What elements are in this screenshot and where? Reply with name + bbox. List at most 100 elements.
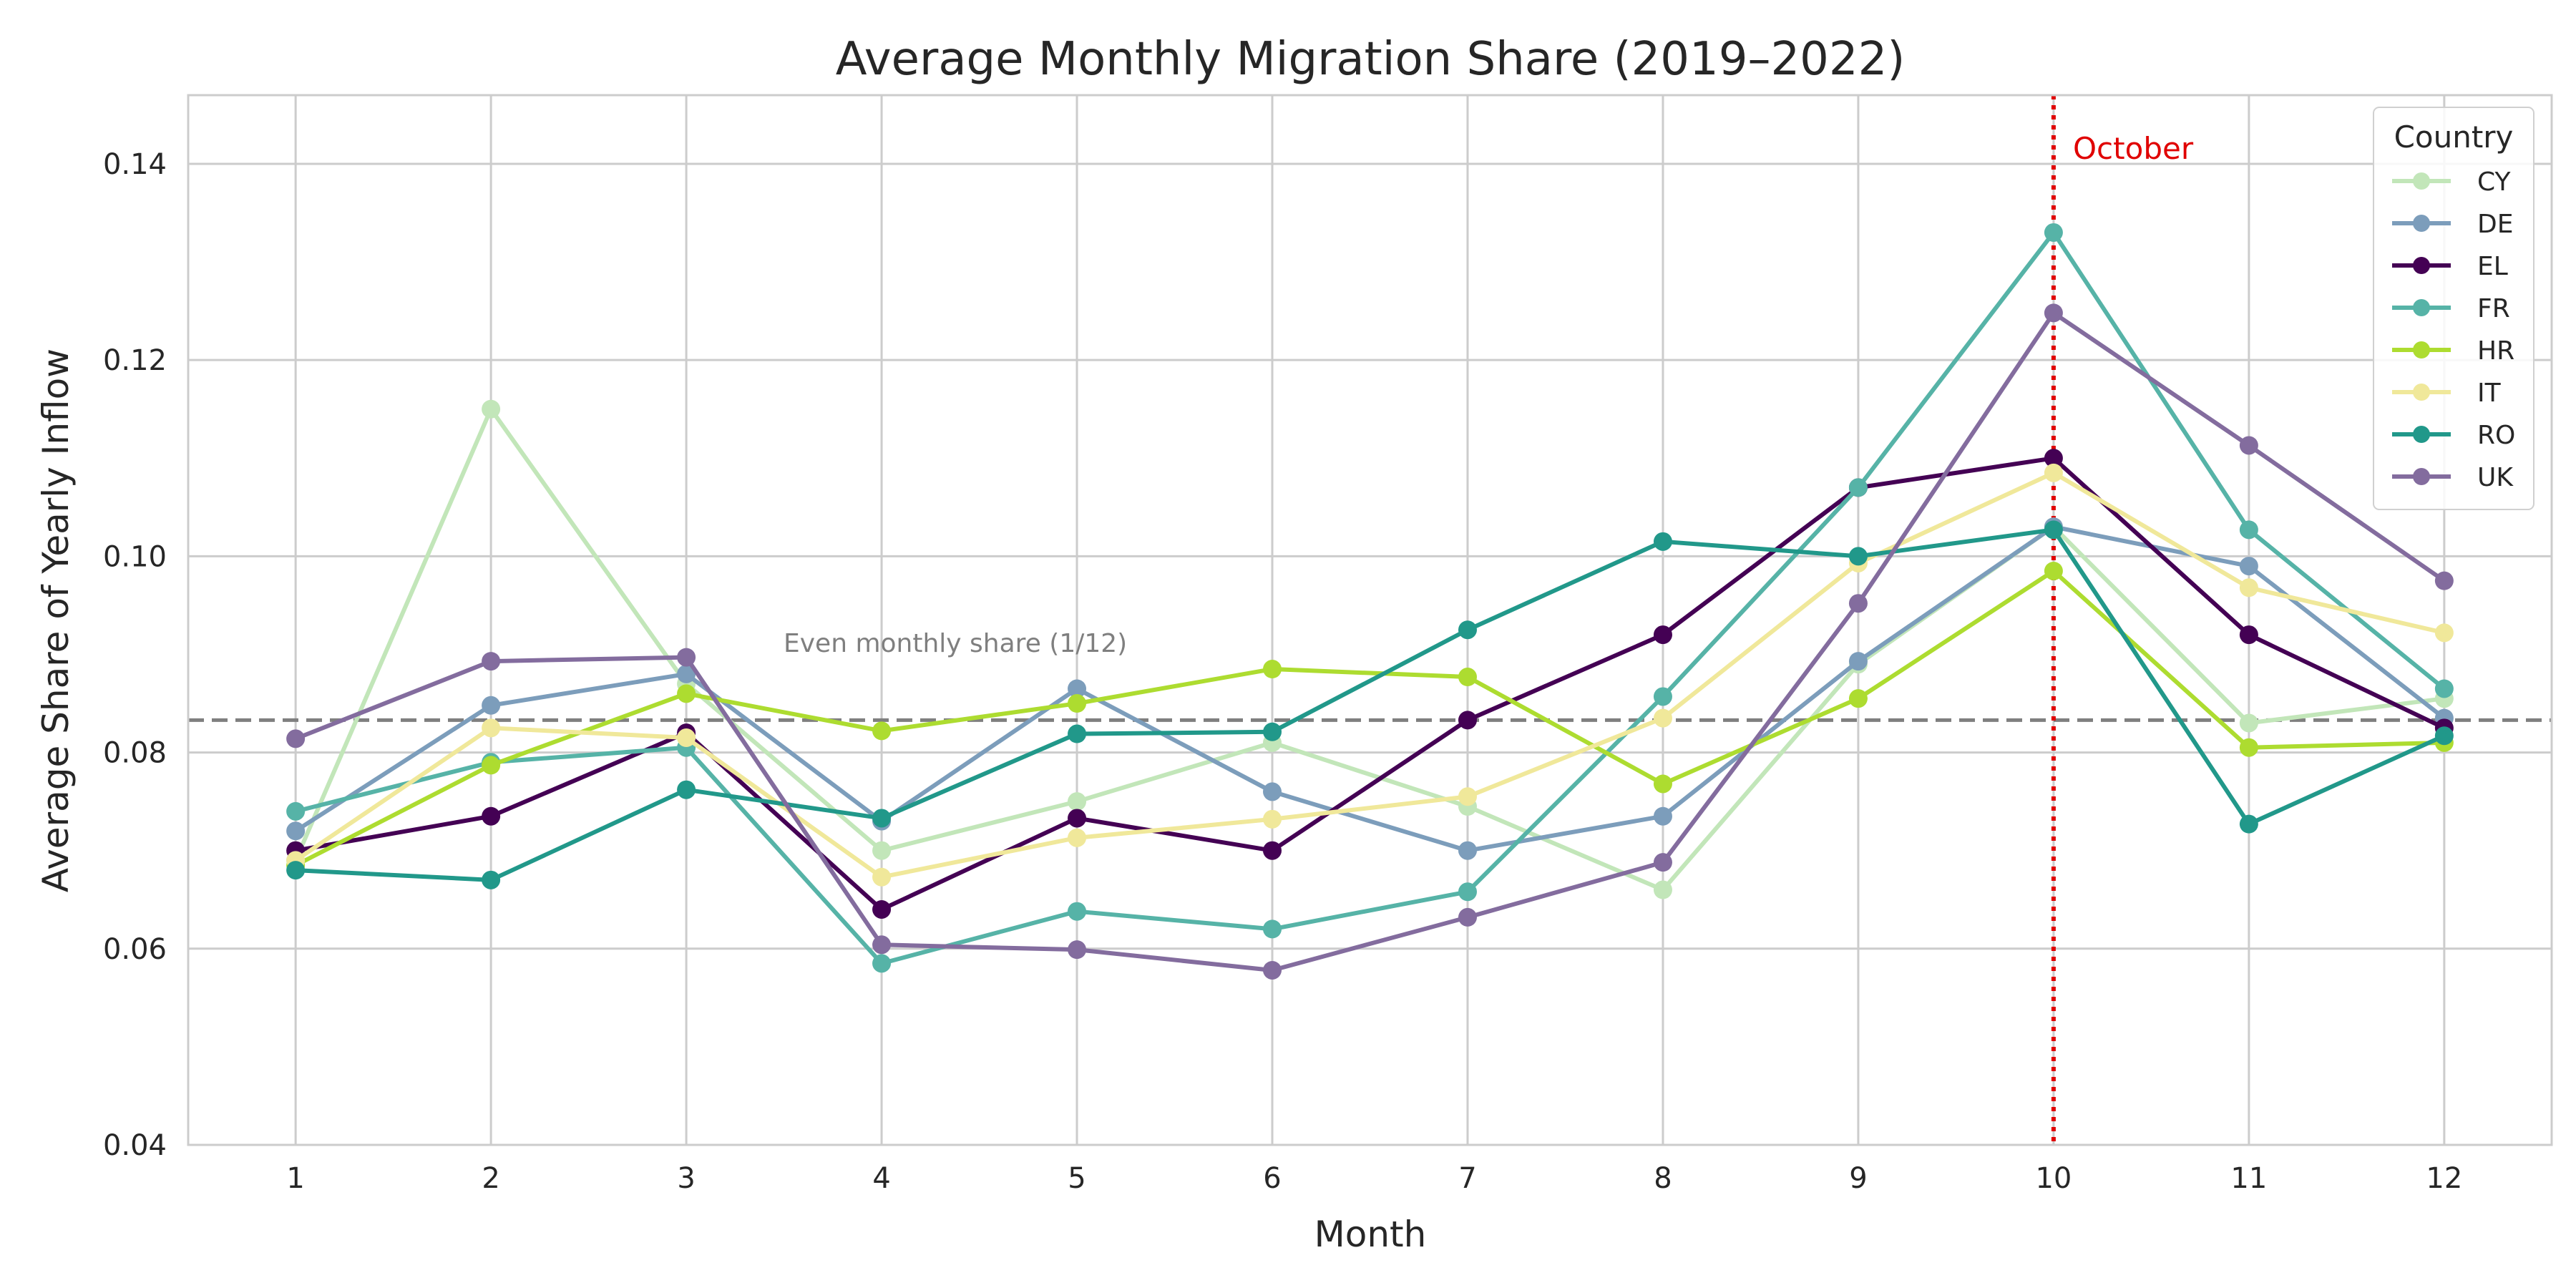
data-point (2239, 520, 2258, 540)
data-point (286, 821, 306, 841)
legend-item-hr: HR (2392, 336, 2514, 366)
legend-label: IT (2477, 379, 2502, 408)
y-tick-label: 0.14 (103, 148, 167, 181)
data-point (1458, 620, 1477, 640)
data-point (2434, 679, 2454, 698)
data-point (2434, 571, 2454, 590)
reference-lines (188, 95, 2552, 1145)
data-point (1458, 787, 1477, 806)
legend-label: CY (2477, 167, 2512, 197)
data-point (1458, 711, 1477, 730)
data-point (1848, 652, 1868, 671)
data-point (1068, 828, 1087, 847)
data-point (872, 867, 892, 887)
data-point (2044, 449, 2063, 468)
data-point (872, 935, 892, 955)
x-tick-label: 6 (1263, 1162, 1281, 1195)
legend-item-el: EL (2392, 252, 2508, 281)
tick-labels: 1 2 3 4 5 6 7 8 9 10 11 120.040.060.080.100.120.14 (103, 148, 2462, 1195)
series-line (294, 568, 2444, 867)
data-point (2044, 561, 2063, 580)
data-point (286, 801, 306, 821)
y-tick-label: 0.08 (103, 737, 167, 770)
data-point (1263, 660, 1282, 679)
data-point (1068, 694, 1087, 713)
data-point (677, 684, 696, 703)
x-axis-label: Month (1314, 1214, 1427, 1255)
data-point (1458, 668, 1477, 687)
series-it (286, 463, 2454, 887)
legend-swatch-marker (2413, 299, 2430, 316)
data-point (1653, 532, 1672, 551)
series-line (295, 230, 2446, 966)
data-point (1848, 594, 1868, 613)
legend-swatch-marker (2413, 468, 2430, 485)
data-point (1653, 880, 1672, 899)
legend-swatch-marker (2413, 426, 2430, 443)
data-point (482, 652, 501, 671)
data-point (1068, 902, 1087, 921)
data-point (872, 899, 892, 919)
data-point (1653, 806, 1672, 826)
legend-label: DE (2477, 210, 2513, 239)
data-point (482, 756, 501, 775)
data-point (1263, 782, 1282, 801)
legend-item-ro: RO (2392, 421, 2515, 450)
legend-swatch-marker (2413, 341, 2430, 358)
data-point (677, 648, 696, 667)
legend-box (2373, 107, 2534, 510)
legend-label: HR (2477, 336, 2514, 366)
x-tick-label: 9 (1849, 1162, 1867, 1195)
data-point (2044, 303, 2063, 323)
x-tick-label: 2 (482, 1162, 499, 1195)
legend-swatch-marker (2413, 215, 2430, 232)
data-point (1848, 478, 1868, 497)
series-ro (286, 520, 2454, 889)
series-line (294, 525, 2446, 853)
data-point (482, 696, 501, 715)
data-point (2239, 814, 2258, 834)
data-point (677, 664, 696, 683)
chart-title: Average Monthly Migration Share (2019–20… (836, 33, 1906, 86)
legend-swatch-marker (2413, 257, 2430, 274)
data-point (1653, 853, 1672, 872)
x-tick-label: 5 (1068, 1162, 1085, 1195)
data-point (1068, 792, 1087, 811)
legend-item-cy: CY (2392, 167, 2512, 197)
data-point (482, 806, 501, 826)
data-point (1068, 679, 1087, 698)
data-point (2239, 578, 2258, 597)
october-annotation: October (2073, 131, 2194, 166)
data-point (1263, 809, 1282, 829)
data-point (2239, 436, 2258, 455)
legend: Country CY DE EL FR HR IT RO UK (2373, 107, 2534, 510)
series-line (295, 456, 2446, 912)
data-point (2239, 557, 2258, 576)
data-point (1848, 547, 1868, 566)
series-uk (286, 303, 2454, 980)
legend-items: CY DE EL FR HR IT RO UK (2392, 167, 2515, 492)
legend-item-fr: FR (2392, 294, 2510, 323)
data-point (1653, 708, 1672, 728)
series-line (293, 406, 2445, 892)
data-point (1263, 960, 1282, 980)
series-line (295, 311, 2446, 972)
data-point (482, 718, 501, 738)
plot-frame (187, 94, 2553, 1146)
y-tick-label: 0.06 (103, 933, 167, 966)
data-point (2434, 623, 2454, 643)
x-tick-label: 11 (2230, 1162, 2267, 1195)
even-share-annotation: Even monthly share (1/12) (784, 629, 1127, 658)
data-point (2239, 738, 2258, 757)
data-point (1458, 841, 1477, 860)
legend-label: UK (2477, 463, 2514, 492)
data-point (1458, 907, 1477, 927)
legend-item-de: DE (2392, 210, 2513, 239)
data-point (1068, 940, 1087, 960)
data-point (1263, 841, 1282, 860)
legend-label: RO (2477, 421, 2515, 450)
x-tick-label: 3 (677, 1162, 695, 1195)
data-point (677, 728, 696, 748)
